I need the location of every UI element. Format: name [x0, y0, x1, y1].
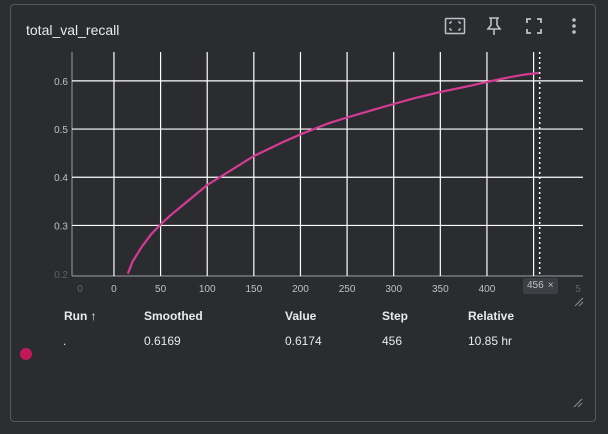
fit-domain-icon: [444, 17, 466, 35]
hover-close-icon[interactable]: ×: [547, 280, 554, 291]
y-tick-label: 0.3: [54, 221, 68, 232]
y-tick-label-clipped: 0.2: [54, 270, 68, 281]
pin-button[interactable]: [482, 14, 506, 38]
chart-resize-icon[interactable]: [572, 295, 584, 307]
col-header-value[interactable]: Value: [285, 309, 317, 323]
run-color-dot: [20, 348, 32, 360]
y-axis-ticks: 0.3 0.4 0.5 0.6 0.2: [54, 77, 68, 281]
more-options-button[interactable]: [562, 14, 586, 38]
x-tick-label: 100: [199, 284, 216, 295]
x-tick-label: 50: [155, 284, 167, 295]
x-axis-ticks: 05010015020025030035040045005: [77, 284, 581, 295]
y-tick-label: 0.4: [54, 173, 68, 184]
x-tick-label-clipped: 0: [77, 284, 83, 295]
hover-step-chip: 456 ×: [523, 278, 558, 294]
hover-step-label: 456: [527, 280, 544, 291]
y-tick-label: 0.6: [54, 77, 68, 88]
cell-step: 456: [382, 334, 403, 348]
col-header-smoothed[interactable]: Smoothed: [144, 309, 203, 323]
cell-relative: 10.85 hr: [468, 334, 513, 348]
x-tick-label: 0: [111, 284, 117, 295]
more-vert-icon: [572, 18, 576, 34]
chart-grid: [71, 52, 583, 277]
y-tick-label: 0.5: [54, 125, 68, 136]
pin-icon: [486, 17, 502, 35]
col-header-step[interactable]: Step: [382, 309, 409, 323]
cell-run: .: [63, 334, 67, 348]
scalar-card: total_val_recall: [10, 4, 596, 422]
x-tick-label-clipped: 5: [575, 284, 581, 295]
x-tick-label: 150: [245, 284, 262, 295]
x-tick-label: 400: [479, 284, 496, 295]
x-tick-label: 300: [385, 284, 402, 295]
fullscreen-icon: [526, 18, 542, 34]
fit-domain-button[interactable]: [443, 14, 467, 38]
x-tick-label: 250: [339, 284, 356, 295]
col-header-relative[interactable]: Relative: [468, 309, 515, 323]
x-tick-label: 200: [292, 284, 309, 295]
series-line: [126, 71, 540, 274]
cell-value: 0.6174: [285, 334, 322, 348]
x-tick-label: 350: [432, 284, 449, 295]
card-resize-icon[interactable]: [571, 396, 583, 408]
col-header-run[interactable]: Run ↑: [64, 309, 97, 323]
card-title: total_val_recall: [26, 22, 120, 38]
cell-smoothed: 0.6169: [144, 334, 181, 348]
fullscreen-button[interactable]: [522, 14, 546, 38]
